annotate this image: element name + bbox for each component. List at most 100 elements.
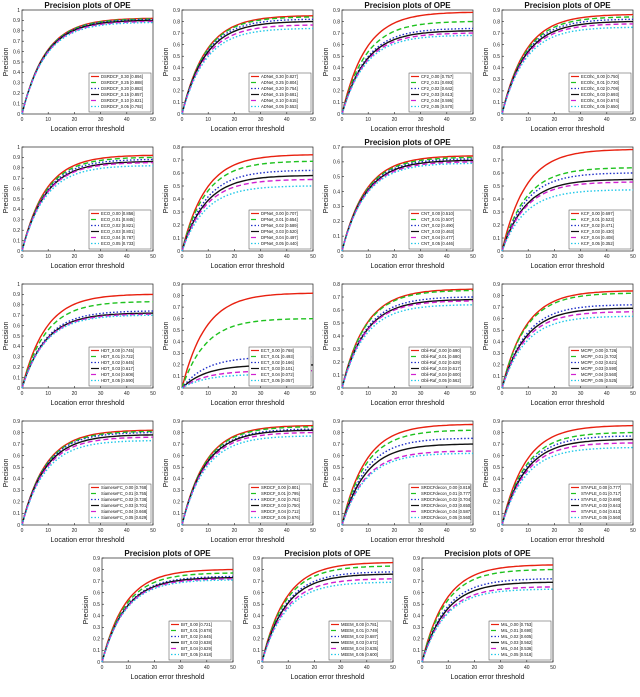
- legend-box: [88, 209, 152, 250]
- x-tick-label: 10: [205, 528, 211, 534]
- legend-entry: CNT_0.05 [0.446]: [421, 241, 454, 246]
- x-tick-label: 30: [578, 117, 584, 123]
- legend-entry: STAPLE_0.05 [0.560]: [581, 515, 621, 520]
- y-tick-label: 0.9: [13, 155, 20, 161]
- x-tick-label: 0: [181, 391, 184, 397]
- y-tick-label: 0.4: [253, 614, 260, 620]
- x-axis-label: Location error threshold: [291, 674, 365, 681]
- y-tick-label: 0.2: [173, 500, 180, 506]
- series-line-4: [181, 174, 313, 252]
- y-axis-label: Precision: [3, 48, 10, 77]
- y-tick-label: 0.7: [493, 442, 500, 448]
- precision-chart-11: 0 10 20 30 40 50 0 0.1 0.2 0.3 0.4 0.5 0.6 0.7 0.8 Loca…: [323, 282, 476, 407]
- x-tick-label: 50: [310, 254, 316, 260]
- x-tick-label: 0: [501, 391, 504, 397]
- y-tick-label: 0.3: [173, 77, 180, 83]
- x-axis-label: Location error threshold: [51, 263, 125, 270]
- y-tick-label: 0.1: [173, 236, 180, 242]
- series-line-2: [421, 568, 553, 663]
- y-tick-label: 0.6: [173, 42, 180, 48]
- legend-entry: KCF_0.03 [0.430]: [581, 229, 614, 234]
- legend-entry: SRDCF_0.01 [0.795]: [261, 491, 300, 496]
- series-line-2: [101, 572, 234, 663]
- y-axis-label: Precision: [3, 185, 10, 214]
- y-axis-label: Precision: [243, 596, 250, 625]
- series-line-2: [341, 20, 473, 115]
- series-line-2: [181, 426, 313, 526]
- y-tick-label: 1: [17, 8, 20, 14]
- series-line-5: [501, 442, 633, 526]
- legend-entry: MIL_0.04 [0.536]: [501, 646, 532, 651]
- series-line-1: [341, 11, 474, 115]
- y-tick-label: 0.4: [333, 477, 340, 483]
- y-tick-label: 0.7: [493, 305, 500, 311]
- y-tick-label: 0.4: [173, 66, 180, 72]
- y-tick-label: 0.5: [333, 175, 340, 181]
- y-tick-label: 0.4: [413, 614, 420, 620]
- x-tick-label: 10: [285, 665, 291, 671]
- y-tick-label: 0.5: [173, 54, 180, 60]
- legend-box: [328, 620, 392, 661]
- legend-entry: DPNet_0.00 [0.707]: [261, 211, 298, 216]
- precision-chart-6: 0 10 20 30 40 50 0 0.1 0.2 0.3 0.4 0.5 0.6 0.7 0.8 Loca…: [163, 145, 316, 270]
- legend-entry: BIT_0.01 [0.678]: [181, 628, 212, 633]
- y-tick-label: 0.2: [333, 219, 340, 225]
- legend-entry: Obli-Raf_0.03 [0.617]: [421, 366, 461, 371]
- x-tick-label: 20: [232, 117, 238, 123]
- legend-entry: MCPF_0.04 [0.560]: [581, 372, 617, 377]
- y-tick-label: 0.3: [13, 355, 20, 361]
- y-tick-label: 0.1: [173, 374, 180, 380]
- y-axis-label: Precision: [163, 185, 170, 214]
- legend-entry: MIL_0.03 [0.562]: [501, 640, 532, 645]
- series-line-6: [181, 373, 313, 389]
- y-tick-label: 0: [417, 660, 420, 666]
- precision-chart-3: Precision plots of OPE 0 10 20 30 40 50 0 0.1 0.2…: [323, 1, 476, 133]
- legend-entry: STAPLE_0.00 [0.777]: [581, 485, 621, 490]
- x-tick-label: 10: [525, 254, 531, 260]
- x-tick-label: 10: [365, 391, 371, 397]
- chart-title: Precision plots of OPE: [124, 549, 211, 558]
- legend-entry: SRDCF_0.05 [0.676]: [261, 515, 300, 520]
- x-tick-label: 10: [365, 528, 371, 534]
- series-line-4: [181, 429, 314, 526]
- legend-entry: CNT_0.01 [0.507]: [421, 217, 454, 222]
- x-tick-label: 30: [98, 391, 104, 397]
- series-line-1: [501, 290, 634, 389]
- x-axis-label: Location error threshold: [211, 400, 285, 407]
- legend-entry: ECO_0.01 [0.845]: [101, 217, 135, 222]
- precision-chart-19: Precision plots of OPE 0 10 20 30 40 50 0 0.1 0.2…: [403, 549, 556, 681]
- legend-entry: HDT_0.02 [0.645]: [101, 360, 134, 365]
- x-tick-label: 20: [472, 665, 478, 671]
- y-tick-label: 0.2: [333, 360, 340, 366]
- legend-box: [168, 620, 232, 661]
- legend-entry: MIL_0.05 [0.518]: [501, 652, 532, 657]
- legend-entry: HDT_0.00 [0.745]: [101, 348, 134, 353]
- legend-entry: CF2_0.02 [0.642]: [421, 86, 453, 91]
- y-tick-label: 0.6: [13, 453, 20, 459]
- x-tick-label: 20: [72, 254, 78, 260]
- y-tick-label: 0.8: [493, 293, 500, 299]
- legend-box: [248, 483, 312, 524]
- y-tick-label: 0.6: [93, 590, 100, 596]
- x-tick-label: 10: [45, 254, 51, 260]
- legend-entry: ECT_0.03 [0.101]: [261, 366, 294, 371]
- series-line-6: [181, 435, 314, 526]
- y-axis-label: Precision: [83, 596, 90, 625]
- legend-entry: CNT_0.03 [0.463]: [421, 229, 454, 234]
- x-tick-label: 40: [444, 117, 450, 123]
- legend-box: [88, 72, 152, 113]
- legend-entry: MCPF_0.01 [0.702]: [581, 354, 617, 359]
- y-tick-label: 0.5: [13, 465, 20, 471]
- chart-title: Precision plots of OPE: [44, 1, 131, 10]
- x-tick-label: 20: [552, 254, 558, 260]
- x-tick-label: 30: [578, 528, 584, 534]
- y-tick-label: 0: [17, 112, 20, 118]
- series-line-1: [261, 561, 394, 663]
- x-tick-label: 50: [230, 665, 236, 671]
- x-tick-label: 10: [525, 528, 531, 534]
- y-tick-label: 0.6: [493, 316, 500, 322]
- y-tick-label: 0.7: [173, 31, 180, 37]
- series-line-1: [181, 15, 313, 115]
- x-tick-label: 0: [21, 254, 24, 260]
- x-axis-label: Location error threshold: [211, 263, 285, 270]
